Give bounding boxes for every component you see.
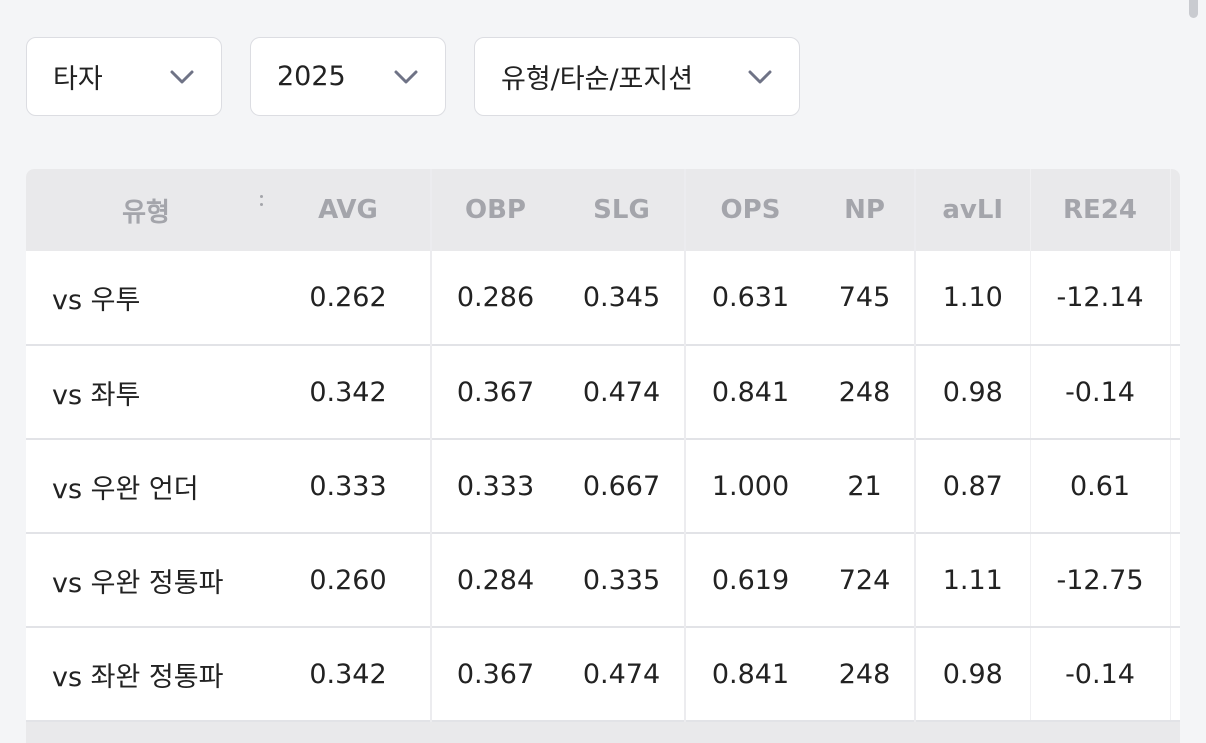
ops-cell: 0.619 <box>711 564 790 596</box>
ops-cell: 0.841 <box>711 376 790 408</box>
category-dropdown[interactable]: 유형/타순/포지션 <box>474 37 800 116</box>
category-value: 유형/타순/포지션 <box>501 64 694 95</box>
ops-cell: 0.631 <box>711 282 790 313</box>
row-type-cell: vs 좌투 <box>52 379 141 411</box>
re24-cell: 0.61 <box>1029 439 1170 533</box>
obp-cell: 0.286 <box>456 282 535 313</box>
table-header-row: 유형 AVG OBP SLG OPS NP avLI RE24 <box>26 169 1180 251</box>
avli-cell: 0.98 <box>942 658 1003 690</box>
re24-cell: -12.14 <box>1029 251 1170 345</box>
slg-cell: 0.335 <box>559 533 686 627</box>
avg-cell: 0.260 <box>266 533 432 627</box>
chevron-down-icon <box>748 70 772 83</box>
table-row[interactable]: vs 좌투 0.342 0.367 0.474 0.841 248 0.98 -… <box>26 345 1180 439</box>
filter-bar: 타자 2025 유형/타순/포지션 <box>26 37 800 116</box>
column-header-re24[interactable]: RE24 <box>1029 169 1170 251</box>
row-type-cell: vs 우완 언더 <box>52 473 199 505</box>
ops-cell: 0.841 <box>711 658 790 690</box>
re24-cell: -12.75 <box>1029 533 1170 627</box>
re24-cell: -0.14 <box>1029 627 1170 721</box>
obp-cell: 0.284 <box>456 564 535 596</box>
ops-cell: 1.000 <box>711 470 790 502</box>
column-header-np[interactable]: NP <box>815 169 916 251</box>
spacer-cell <box>1169 439 1180 533</box>
avli-cell: 1.10 <box>942 282 1003 313</box>
np-cell: 724 <box>815 533 916 627</box>
np-cell: 745 <box>815 251 916 345</box>
stats-table: 유형 AVG OBP SLG OPS NP avLI RE24 vs 우투 0.… <box>26 169 1180 743</box>
avli-cell: 0.87 <box>942 470 1003 502</box>
column-header-label: 유형 <box>122 197 170 228</box>
chevron-down-icon <box>394 70 418 83</box>
column-header-ops[interactable]: OPS <box>720 195 781 225</box>
spacer-cell <box>1169 345 1180 439</box>
obp-cell: 0.367 <box>456 658 535 690</box>
column-header-obp[interactable]: OBP <box>465 195 526 225</box>
column-header-spacer <box>1169 169 1180 251</box>
avli-cell: 0.98 <box>942 376 1003 408</box>
year-dropdown[interactable]: 2025 <box>250 37 446 116</box>
row-type-cell: vs 좌완 정통파 <box>52 661 224 693</box>
table-row[interactable]: vs 우완 정통파 0.260 0.284 0.335 0.619 724 1.… <box>26 533 1180 627</box>
re24-cell: -0.14 <box>1029 345 1170 439</box>
avli-cell: 1.11 <box>942 564 1003 596</box>
table-row[interactable]: vs 우투 0.262 0.286 0.345 0.631 745 1.10 -… <box>26 251 1180 345</box>
column-header-avli[interactable]: avLI <box>942 195 1004 225</box>
scrollbar-thumb[interactable] <box>1189 0 1198 18</box>
slg-cell: 0.474 <box>559 345 686 439</box>
row-type-cell: vs 우완 정통파 <box>52 567 224 599</box>
np-cell: 248 <box>815 345 916 439</box>
spacer-cell <box>1169 627 1180 721</box>
footer-cell <box>26 721 1180 743</box>
table-row[interactable]: vs 우완 언더 0.333 0.333 0.667 1.000 21 0.87… <box>26 439 1180 533</box>
column-header-type[interactable]: 유형 <box>26 169 266 251</box>
np-cell: 248 <box>815 627 916 721</box>
slg-cell: 0.667 <box>559 439 686 533</box>
spacer-cell <box>1169 533 1180 627</box>
avg-cell: 0.342 <box>266 627 432 721</box>
more-vertical-icon[interactable] <box>260 195 266 209</box>
obp-cell: 0.333 <box>456 470 535 502</box>
chevron-down-icon <box>170 70 194 83</box>
avg-cell: 0.333 <box>266 439 432 533</box>
np-cell: 21 <box>815 439 916 533</box>
row-type-cell: vs 우투 <box>52 285 141 316</box>
stats-table-container: 유형 AVG OBP SLG OPS NP avLI RE24 vs 우투 0.… <box>26 169 1180 743</box>
slg-cell: 0.474 <box>559 627 686 721</box>
avg-cell: 0.262 <box>266 251 432 345</box>
player-type-dropdown[interactable]: 타자 <box>26 37 222 116</box>
column-header-slg[interactable]: SLG <box>559 169 686 251</box>
table-row[interactable]: vs 좌완 정통파 0.342 0.367 0.474 0.841 248 0.… <box>26 627 1180 721</box>
column-header-avg[interactable]: AVG <box>266 169 432 251</box>
year-value: 2025 <box>277 61 346 92</box>
slg-cell: 0.345 <box>559 251 686 345</box>
spacer-cell <box>1169 251 1180 345</box>
table-footer-row <box>26 721 1180 743</box>
obp-cell: 0.367 <box>456 376 535 408</box>
avg-cell: 0.342 <box>266 345 432 439</box>
player-type-value: 타자 <box>53 64 103 95</box>
